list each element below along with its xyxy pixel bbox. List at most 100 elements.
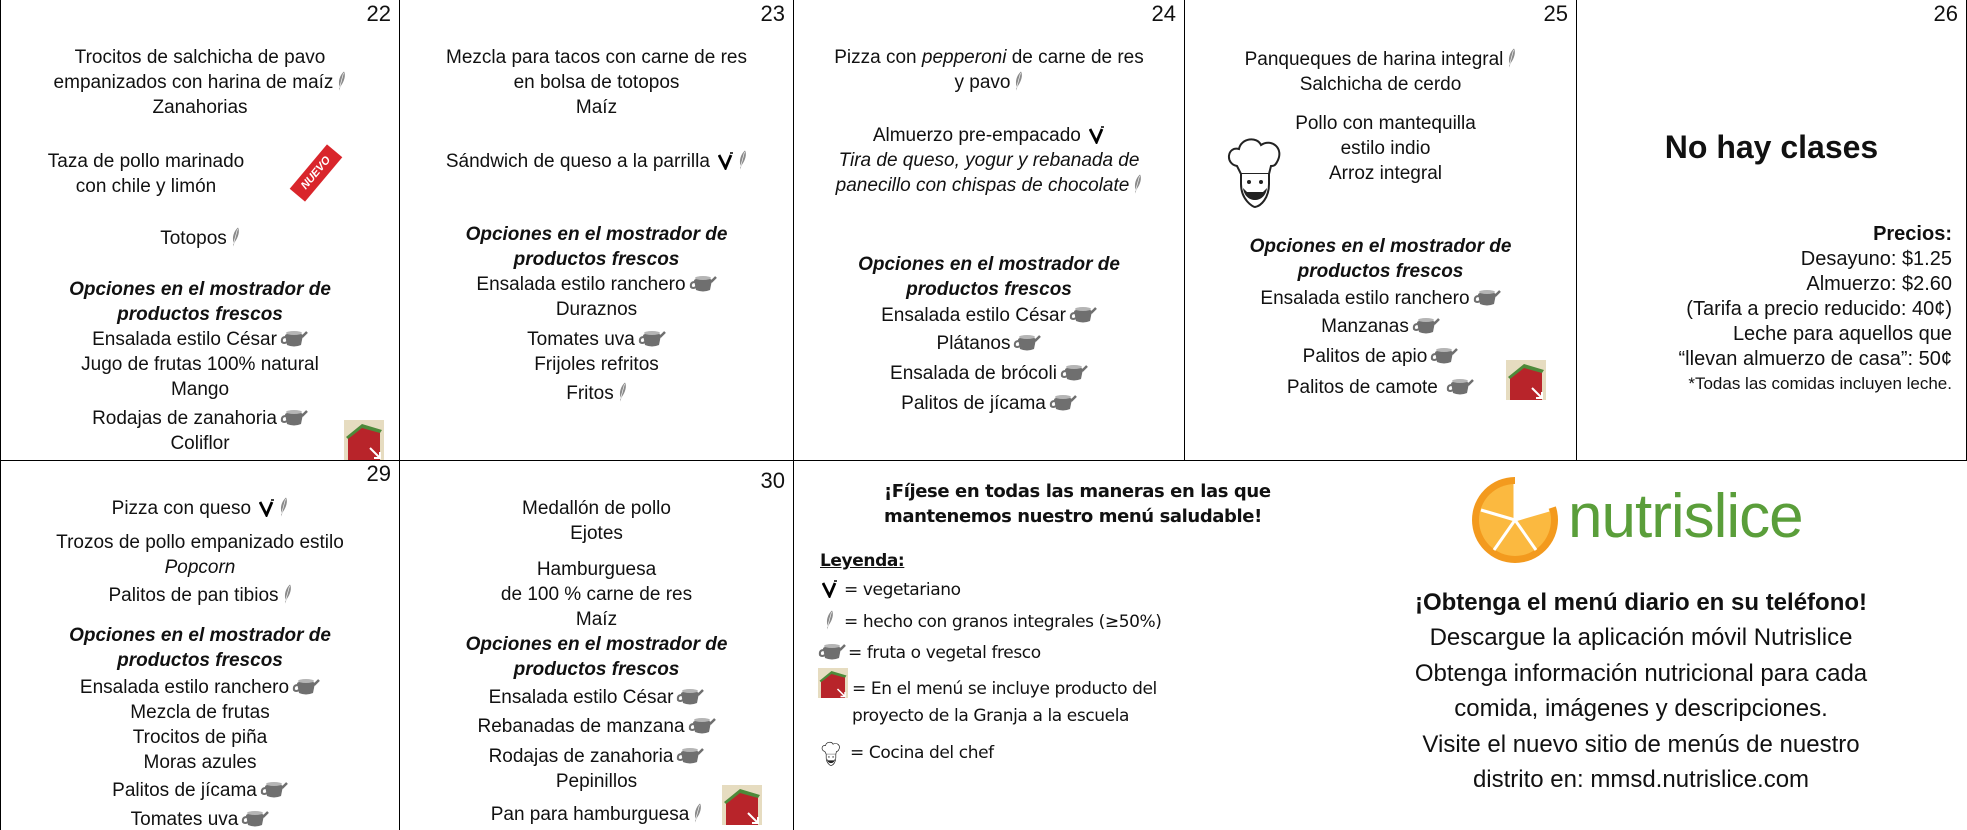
col-divider <box>1576 0 1577 460</box>
menu-item: Popcorn <box>164 557 236 578</box>
menu-item: de 100 % carne de res <box>500 584 693 605</box>
vegetarian-icon <box>1089 126 1105 144</box>
chef-icon <box>1223 136 1287 208</box>
menu-item: Totopos <box>1 226 399 251</box>
item-text: Palitos de jícama <box>112 780 257 801</box>
item-text: Almuerzo pre-empacado <box>872 125 1081 146</box>
item-text: Fritos <box>566 383 614 404</box>
day-cell: 24 Pizza con pepperoni de carne de res y… <box>794 0 1184 460</box>
farm-icon <box>1506 360 1546 400</box>
orange-logo <box>1472 475 1558 563</box>
day-number: 22 <box>366 1 391 26</box>
menu-item: Trocitos de salchicha de pavo <box>74 47 326 68</box>
fresh-icon <box>676 686 704 706</box>
item-text: estilo indio <box>1340 138 1431 159</box>
no-school: No hay clases <box>1664 129 1879 165</box>
menu-item: Tomates uva <box>1 807 399 830</box>
promo-line: distrito en: mmsd.nutrislice.com <box>1472 766 1810 793</box>
menu-item: Plátanos <box>794 331 1184 356</box>
day-cell: 26 No hay clases Precios: Desayuno: $1.2… <box>1577 0 1966 460</box>
menu-item: Ensalada estilo ranchero <box>400 272 793 297</box>
menu-item: Jugo de frutas 100% natural <box>81 354 319 375</box>
item-text: Pizza con queso <box>111 498 252 519</box>
day-cell: 30 Medallón de pollo Ejotes Hamburguesa … <box>400 461 793 830</box>
prices-title: Precios: <box>1873 223 1952 245</box>
fresh-icon <box>1013 332 1041 352</box>
day-number: 24 <box>1151 1 1176 26</box>
menu-item: Trocitos de piña <box>132 727 268 748</box>
item-text: Totopos <box>160 228 227 249</box>
menu-item: Pepinillos <box>555 771 638 792</box>
grain-icon <box>1132 174 1142 194</box>
price-line: Almuerzo: $2.60 <box>1806 273 1952 295</box>
menu-item: Tomates uva <box>400 327 793 352</box>
item-text: Ensalada estilo ranchero <box>476 274 686 295</box>
menu-item: Maíz <box>575 97 618 118</box>
menu-item: Frijoles refritos <box>534 354 659 375</box>
menu-item: Pollo con mantequilla estilo indio Arroz… <box>1185 111 1576 186</box>
grain-icon <box>1506 48 1516 68</box>
item-text: Rodajas de zanahoria <box>488 746 674 767</box>
price-note: *Todas las comidas incluyen leche. <box>1688 374 1952 393</box>
fresh-icon <box>241 808 269 828</box>
promo-line: Obtenga información nutricional para cad… <box>1414 659 1868 687</box>
menu-item: Ensalada de brócoli <box>794 361 1184 386</box>
promo-line: Visite el nuevo sitio de menús de nuestr… <box>1422 730 1860 758</box>
item-text: Tomates uva <box>527 329 635 350</box>
day-cell: 29 Pizza con queso Trozos de pollo empan… <box>1 461 399 830</box>
item-text: Ensalada estilo César <box>488 687 674 708</box>
menu-item: Mezcla de frutas <box>130 702 270 723</box>
promo-heading: ¡Obtenga el menú diario en su teléfono! <box>1414 589 1868 616</box>
price-line: “llevan almuerzo de casa”: 50¢ <box>1678 348 1952 370</box>
fresh-icon <box>818 641 846 661</box>
vegetarian-icon <box>822 580 838 598</box>
menu-item: Trozos de pollo empanizado estilo <box>56 532 344 553</box>
grain-icon <box>282 584 292 604</box>
fresh-icon <box>638 328 666 348</box>
grain-icon <box>336 71 346 91</box>
menu-item: Ensalada estilo César <box>1 327 399 352</box>
col-divider <box>793 0 794 830</box>
legend-item: = En el menú se incluye producto del pro… <box>852 679 1157 726</box>
row-divider <box>0 460 1967 461</box>
price-line: Leche para aquellos que <box>1732 323 1952 345</box>
item-text: Panqueques de harina integral <box>1244 49 1504 70</box>
menu-item: Ensalada estilo ranchero <box>1185 286 1576 311</box>
fresh-icon <box>688 715 716 735</box>
item-text: Ensalada estilo César <box>92 329 277 350</box>
menu-item: Ensalada estilo ranchero <box>1 675 399 700</box>
grain-icon <box>230 227 240 247</box>
grain-icon <box>737 150 747 170</box>
menu-item: en bolsa de totopos <box>513 72 680 93</box>
menu-item: Sándwich de queso a la parrilla <box>400 149 793 174</box>
legend-intro: ¡Fíjese en todas las maneras en las que … <box>884 481 1271 527</box>
farm-icon <box>722 785 762 825</box>
item-text: Palitos de pan tibios <box>108 585 279 606</box>
section-heading: Opciones en el mostrador de productos fr… <box>1249 236 1512 282</box>
grain-icon <box>278 497 288 517</box>
farm-icon <box>818 668 848 698</box>
item-text: con chile y limón <box>75 176 217 197</box>
legend-text: = vegetariano <box>844 580 961 600</box>
item-text: Rodajas de zanahoria <box>92 408 277 429</box>
item-text: panecillo con chispas de chocolate <box>835 175 1130 196</box>
fresh-icon <box>1430 345 1458 365</box>
col-divider <box>1184 0 1185 460</box>
item-text: Palitos de jícama <box>901 393 1046 414</box>
fresh-icon <box>1412 315 1440 335</box>
grain-icon <box>1013 71 1023 91</box>
menu-item: Manzanas <box>1185 314 1576 339</box>
grain-icon <box>824 610 834 630</box>
menu-item: Rebanadas de manzana <box>400 714 793 739</box>
item-text: Palitos de camote <box>1286 377 1438 398</box>
menu-item: Ensalada estilo César <box>400 685 793 710</box>
item-text: Plátanos <box>936 333 1011 354</box>
promo-line: comida, imágenes y descripciones. <box>1454 695 1828 722</box>
item-text: Pan para hamburguesa <box>490 804 690 825</box>
menu-item: Rodajas de zanahoria <box>400 744 793 769</box>
menu-item: Panqueques de harina integral <box>1185 47 1576 72</box>
item-text: Arroz integral <box>1329 163 1442 184</box>
item-text: Ensalada estilo César <box>881 305 1066 326</box>
item-text: y pavo <box>954 72 1011 93</box>
day-cell: 22 Trocitos de salchicha de pavo empaniz… <box>1 0 399 460</box>
